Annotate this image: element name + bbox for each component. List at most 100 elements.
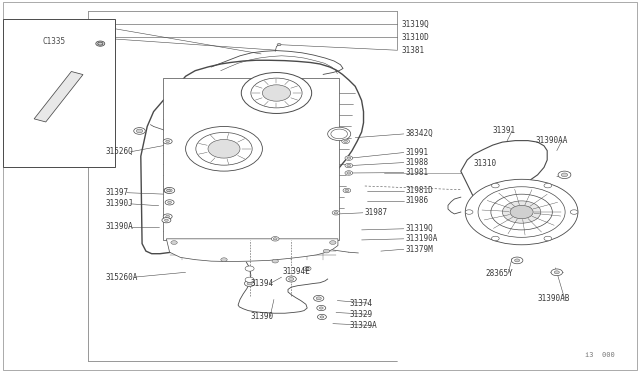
Circle shape (345, 171, 353, 175)
Circle shape (554, 271, 559, 274)
Text: 31394: 31394 (251, 279, 274, 288)
Text: 31310D: 31310D (401, 33, 429, 42)
Circle shape (345, 189, 349, 192)
Circle shape (345, 156, 353, 160)
Circle shape (511, 257, 523, 264)
Text: 31394E: 31394E (283, 267, 310, 276)
Polygon shape (141, 60, 364, 254)
Circle shape (208, 140, 240, 158)
Text: 31986: 31986 (406, 196, 429, 205)
Text: 28365Y: 28365Y (485, 269, 513, 278)
Circle shape (277, 44, 281, 46)
Text: 31319Q: 31319Q (406, 224, 433, 233)
Text: 31390J: 31390J (106, 199, 133, 208)
Circle shape (286, 276, 296, 282)
Text: 31987: 31987 (365, 208, 388, 217)
Text: 31379M: 31379M (406, 245, 433, 254)
Circle shape (262, 85, 291, 101)
Circle shape (510, 205, 533, 219)
Circle shape (245, 266, 254, 271)
Text: 31381: 31381 (401, 46, 424, 55)
Circle shape (347, 164, 351, 167)
Circle shape (273, 238, 277, 240)
Circle shape (186, 126, 262, 171)
Circle shape (171, 241, 177, 244)
Circle shape (332, 211, 340, 215)
Circle shape (247, 282, 252, 285)
Circle shape (166, 215, 170, 218)
Circle shape (98, 42, 103, 45)
Circle shape (96, 41, 105, 46)
Circle shape (221, 258, 227, 262)
Circle shape (305, 267, 309, 270)
Circle shape (251, 78, 302, 108)
Circle shape (244, 280, 255, 286)
Circle shape (502, 201, 541, 223)
Text: 31390A: 31390A (106, 222, 133, 231)
Circle shape (558, 171, 571, 179)
Circle shape (544, 236, 552, 241)
Circle shape (164, 219, 168, 221)
Circle shape (347, 157, 351, 159)
Circle shape (271, 237, 279, 241)
Circle shape (465, 210, 473, 214)
Text: 31310: 31310 (474, 159, 497, 168)
Circle shape (314, 295, 324, 301)
Circle shape (196, 132, 252, 165)
Text: 315260A: 315260A (106, 273, 138, 282)
Circle shape (544, 183, 552, 188)
Circle shape (319, 307, 323, 309)
Circle shape (272, 259, 278, 263)
Text: 31391: 31391 (493, 126, 516, 135)
Circle shape (164, 187, 175, 193)
Circle shape (347, 172, 351, 174)
Text: 31374: 31374 (349, 299, 372, 308)
Text: 31329A: 31329A (349, 321, 377, 330)
Circle shape (165, 200, 174, 205)
Text: 31319Q: 31319Q (401, 20, 429, 29)
Text: 38342Q: 38342Q (406, 129, 433, 138)
Circle shape (323, 249, 330, 253)
Polygon shape (34, 71, 83, 122)
Text: 31390AB: 31390AB (538, 294, 570, 303)
Circle shape (330, 241, 336, 244)
Circle shape (167, 189, 172, 192)
Circle shape (570, 210, 578, 214)
Polygon shape (163, 78, 339, 240)
Text: 31390AA: 31390AA (535, 136, 568, 145)
Circle shape (166, 189, 170, 192)
Text: i3  000: i3 000 (585, 352, 614, 358)
Circle shape (515, 259, 520, 262)
Circle shape (478, 187, 565, 237)
Circle shape (334, 212, 338, 214)
Circle shape (164, 188, 173, 193)
Text: 31991: 31991 (406, 148, 429, 157)
Text: 31981D: 31981D (406, 186, 433, 195)
Circle shape (331, 129, 348, 139)
Text: 31397: 31397 (106, 188, 129, 197)
Polygon shape (461, 141, 547, 203)
Circle shape (136, 129, 143, 133)
Circle shape (320, 316, 324, 318)
Text: 31981: 31981 (406, 168, 429, 177)
Circle shape (166, 140, 170, 142)
Circle shape (551, 269, 563, 276)
Text: 31390: 31390 (251, 312, 274, 321)
Text: 31329: 31329 (349, 310, 372, 319)
Circle shape (168, 201, 172, 203)
Circle shape (491, 194, 552, 230)
Circle shape (344, 140, 348, 142)
Bar (3, 19, 115, 167)
Circle shape (561, 173, 568, 177)
Text: 313190A: 313190A (406, 234, 438, 243)
Text: 31526Q: 31526Q (106, 147, 133, 156)
Text: 31988: 31988 (406, 158, 429, 167)
Circle shape (163, 139, 172, 144)
Circle shape (134, 128, 145, 134)
Circle shape (465, 179, 578, 245)
Circle shape (343, 188, 351, 193)
Circle shape (289, 278, 294, 280)
Circle shape (245, 277, 254, 282)
Circle shape (492, 236, 499, 241)
Circle shape (317, 305, 326, 311)
